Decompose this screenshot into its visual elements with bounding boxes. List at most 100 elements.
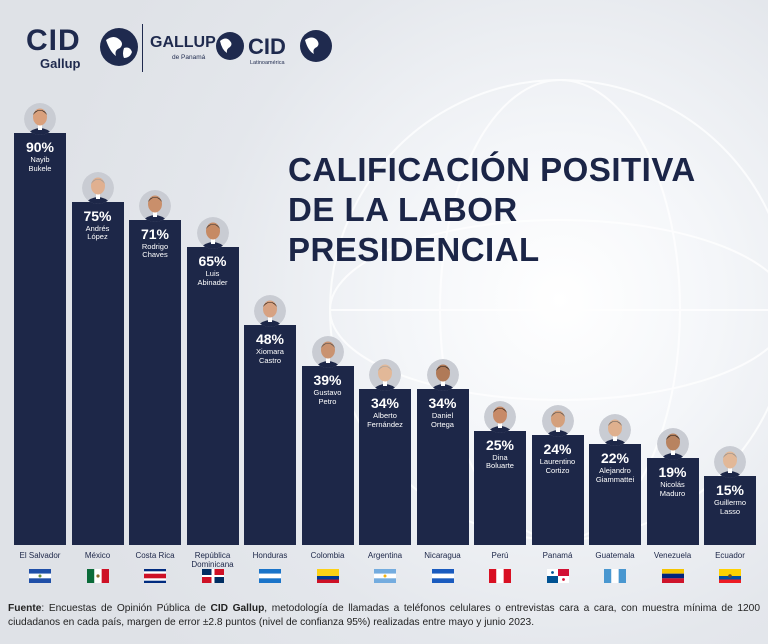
president-first-name: Xiomara — [256, 347, 284, 357]
value-label: 90% — [25, 139, 55, 155]
president-last-name: Lasso — [719, 506, 740, 516]
value-label: 39% — [313, 372, 342, 389]
country-label: Argentina — [367, 551, 403, 560]
president-last-name: Abinader — [197, 277, 228, 287]
president-first-name: Nayib — [30, 155, 50, 164]
value-label: 19% — [658, 464, 687, 481]
bar-2 — [71, 201, 124, 545]
value-label: 15% — [715, 482, 745, 499]
country-label: Ecuador — [715, 551, 745, 560]
value-label: 48% — [255, 331, 285, 348]
flag-mexico-icon — [86, 569, 109, 583]
bar-10 — [531, 435, 584, 545]
globe-icon — [216, 32, 244, 60]
president-portrait-icon — [311, 336, 344, 369]
value-label: 65% — [198, 253, 227, 270]
president-name: Alberto Fernández — [359, 412, 411, 429]
president-first-name: Alejandro — [599, 466, 631, 476]
country-label: México — [84, 551, 111, 560]
country-label: Honduras — [252, 551, 288, 560]
president-portrait-icon — [24, 103, 56, 135]
president-portrait-icon — [484, 400, 516, 433]
value-label: 24% — [543, 441, 572, 458]
value-label: 71% — [140, 225, 170, 242]
source-label: Fuente — [8, 603, 42, 614]
value-label: 34% — [428, 395, 457, 412]
flag-argentina-icon — [374, 569, 396, 583]
flag-el-salvador-icon — [29, 569, 51, 583]
bar-3 — [129, 219, 181, 545]
president-name: Xiomara Castro — [244, 348, 296, 365]
flag-guatemala-icon — [604, 569, 626, 583]
president-first-name: Laurentino — [539, 457, 576, 467]
value-label: 25% — [485, 436, 515, 453]
flag-colombia-icon — [316, 569, 339, 583]
president-last-name: Cortizo — [545, 465, 570, 475]
president-last-name: López — [87, 232, 108, 242]
president-name: Dina Boluarte — [474, 453, 526, 471]
cid-latino-logo-bottom: Latinoamérica — [250, 60, 285, 66]
bar-5 — [244, 325, 296, 545]
logo-divider — [142, 24, 143, 72]
president-portrait-icon — [426, 359, 459, 392]
country-label: Perú — [491, 551, 509, 560]
cid-gallup-logo-top: CID — [26, 24, 81, 57]
president-portrait-icon — [656, 428, 689, 461]
president-last-name: Giammattei — [595, 474, 635, 484]
flag-dominican-republic-icon — [201, 569, 224, 583]
president-portrait-icon — [196, 217, 229, 250]
president-first-name: Alberto — [373, 411, 397, 421]
flag-panama-icon — [546, 569, 569, 583]
president-last-name: Castro — [258, 355, 282, 365]
flag-ecuador-icon — [719, 569, 741, 583]
value-label: 22% — [600, 450, 630, 467]
bar-7 — [359, 389, 411, 545]
value-label: 75% — [83, 207, 112, 224]
source-org: CID Gallup — [210, 603, 265, 614]
globe-icon — [100, 28, 138, 66]
president-name: Luis Abinader — [187, 270, 239, 287]
president-first-name: Gustavo — [313, 388, 342, 398]
president-name: Guillermo Lasso — [704, 499, 756, 516]
bar-1 — [14, 133, 66, 545]
president-first-name: Luis — [205, 269, 220, 279]
chart-title: CALIFICACIÓN POSITIVA DE LA LABOR PRESID… — [288, 150, 758, 270]
flag-peru-icon — [489, 569, 511, 583]
value-label: 34% — [370, 395, 400, 412]
country-label: Colombia — [310, 551, 345, 560]
country-label: Venezuela — [653, 551, 692, 560]
country-label: El Salvador — [19, 551, 61, 560]
president-portrait-icon — [81, 171, 114, 204]
president-last-name: Petro — [318, 396, 337, 406]
president-last-name: Boluarte — [486, 461, 514, 471]
president-first-name: Guillermo — [713, 498, 747, 508]
president-first-name: Andrés — [85, 223, 110, 233]
source-text-a: : Encuestas de Opinión Pública de — [41, 603, 211, 614]
president-first-name: Rodrigo — [141, 241, 169, 251]
president-name: Andrés López — [72, 223, 124, 242]
president-portrait-icon — [541, 405, 574, 438]
president-last-name: Chaves — [142, 250, 168, 260]
country-label: Costa Rica — [135, 551, 175, 560]
cid-gallup-logo: CID Gallup — [26, 24, 146, 80]
bar-13 — [704, 476, 756, 545]
bar-8 — [416, 389, 469, 545]
president-last-name: Bukele — [28, 163, 52, 173]
president-last-name: Ortega — [431, 419, 454, 429]
bar-11 — [589, 444, 641, 545]
cid-gallup-logo-bottom: Gallup — [40, 56, 81, 71]
cid-latino-logo-top: CID — [248, 34, 286, 59]
president-name: Daniel Ortega — [417, 412, 469, 429]
president-name: Nayib Bukele — [14, 155, 66, 173]
source-note: Fuente: Encuestas de Opinión Pública de … — [8, 602, 760, 630]
gallup-logo-top: GALLUP — [150, 34, 216, 51]
flag-costa-rica-icon — [144, 569, 166, 583]
flag-venezuela-icon — [661, 569, 684, 583]
gallup-panama-logo: GALLUP de Panamá — [150, 32, 250, 74]
country-label: Panamá — [542, 551, 573, 560]
president-name: Alejandro Giammattei — [589, 467, 641, 484]
bar-9 — [474, 430, 526, 545]
president-name: Rodrigo Chaves — [129, 241, 181, 260]
president-first-name: Daniel — [431, 411, 454, 421]
